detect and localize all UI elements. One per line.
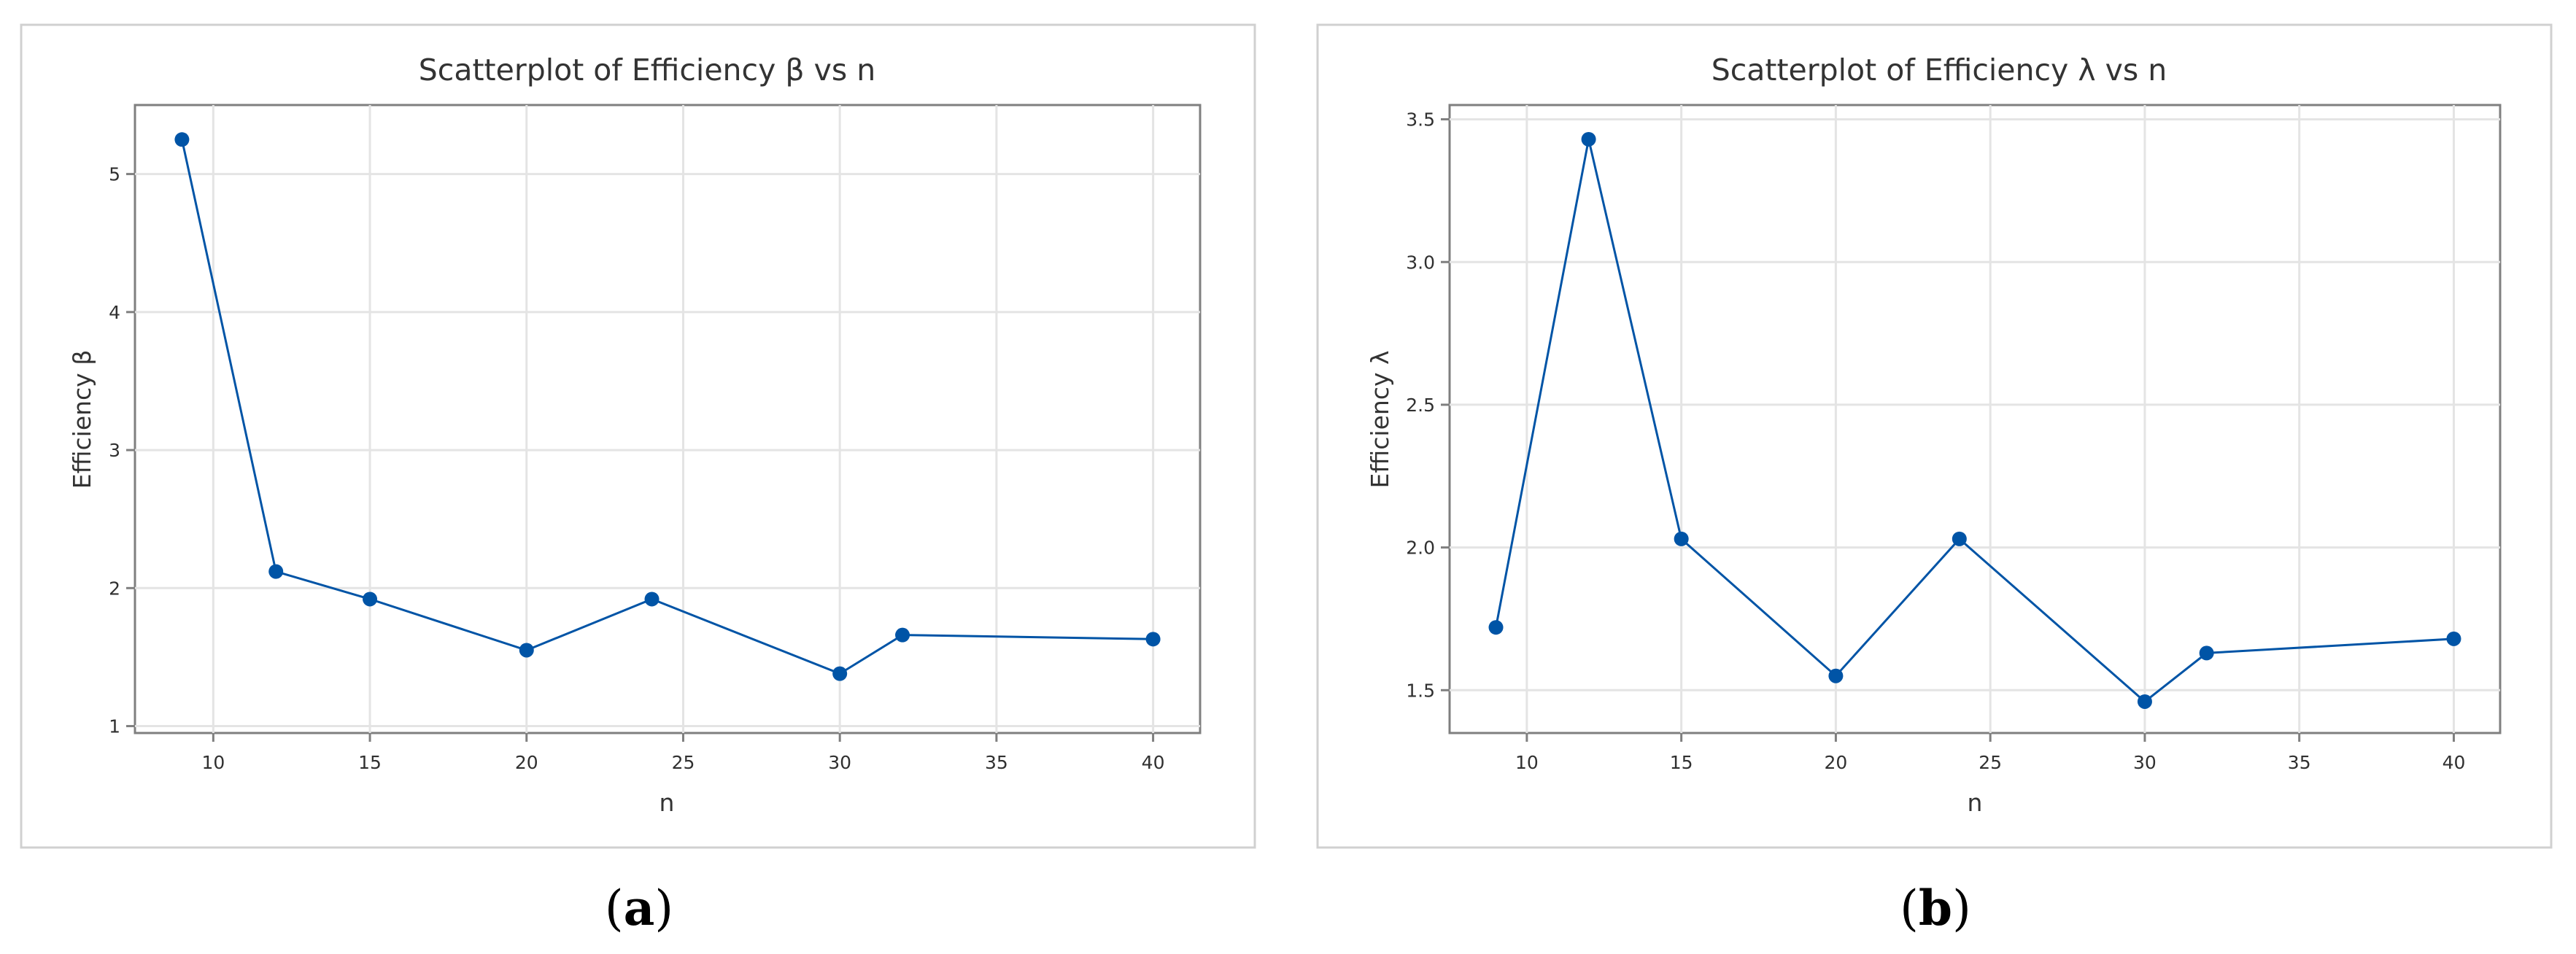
data-point (1488, 620, 1504, 635)
plot-area-a (134, 104, 1202, 734)
chart-panel-b: Scatterplot of Efficiency λ vs n 10 15 20 2… (1316, 23, 2553, 936)
x-tick-label: 10 (1515, 752, 1539, 773)
panel-caption-a: (a) (605, 880, 673, 936)
y-tick-label: 3.0 (1406, 252, 1435, 273)
data-point (644, 592, 660, 607)
panel-caption-b: (b) (1900, 880, 1971, 936)
x-tick-label: 15 (358, 752, 382, 773)
chart-title-b: Scatterplot of Efficiency λ vs n (1711, 53, 2167, 88)
x-tick-label: 30 (2133, 752, 2157, 773)
data-point (895, 627, 910, 643)
y-tick-label: 2.5 (1406, 395, 1435, 416)
series-line (180, 139, 1153, 675)
panel-caption-letter-b: b (1919, 880, 1952, 936)
y-tick-label: 3.5 (1406, 109, 1435, 131)
x-axis-label-b: n (1968, 788, 1983, 817)
y-tick-label: 2.0 (1406, 538, 1435, 559)
data-point (2137, 694, 2152, 709)
series-a (174, 132, 1161, 681)
x-tick-label: 35 (2288, 752, 2311, 773)
data-point (2199, 645, 2214, 661)
data-point (1674, 531, 1689, 546)
data-point (1952, 531, 1967, 546)
chart-panel-a: Scatterplot of Efficiency β vs n 10 15 20 2… (20, 23, 1256, 936)
data-point (1145, 632, 1161, 647)
data-point (268, 564, 284, 579)
x-tick-label: 35 (985, 752, 1008, 773)
x-tick-label: 10 (201, 752, 225, 773)
plot-area-b (1448, 104, 2502, 734)
x-axis-label-a: n (660, 788, 675, 817)
data-point (1828, 668, 1844, 683)
data-point (519, 643, 534, 658)
x-tick-label: 20 (515, 752, 538, 773)
data-point (174, 132, 190, 147)
gridlines-b (1450, 105, 2500, 733)
gridlines-a (135, 105, 1200, 733)
y-tick-label: 2 (109, 578, 120, 599)
data-point (2446, 631, 2461, 646)
x-tick-label: 15 (1670, 752, 1693, 773)
ticks-b: 10 15 20 25 30 35 40 1.5 2.0 2.5 3.0 3.5 (1406, 109, 2465, 773)
data-point (363, 592, 378, 607)
x-tick-label: 40 (1142, 752, 1165, 773)
x-tick-label: 25 (672, 752, 695, 773)
series-b (1488, 131, 2461, 709)
data-point (832, 666, 848, 681)
y-axis-label-a: Efficiency β (68, 350, 96, 489)
x-tick-label: 20 (1825, 752, 1848, 773)
ticks-a: 10 15 20 25 30 35 40 1 2 3 4 5 (109, 164, 1164, 773)
x-tick-label: 30 (828, 752, 851, 773)
y-axis-label-b: Efficiency λ (1366, 351, 1394, 489)
panel-caption-letter-a: a (624, 880, 655, 936)
y-tick-label: 5 (109, 164, 120, 185)
y-tick-label: 1.5 (1406, 680, 1435, 701)
y-tick-label: 4 (109, 302, 120, 323)
y-tick-label: 1 (109, 716, 120, 737)
chart-title-a: Scatterplot of Efficiency β vs n (419, 53, 875, 88)
series-line (1495, 139, 2454, 703)
y-tick-label: 3 (109, 440, 120, 461)
data-point (1581, 131, 1596, 147)
x-tick-label: 25 (1979, 752, 2002, 773)
x-tick-label: 40 (2442, 752, 2466, 773)
